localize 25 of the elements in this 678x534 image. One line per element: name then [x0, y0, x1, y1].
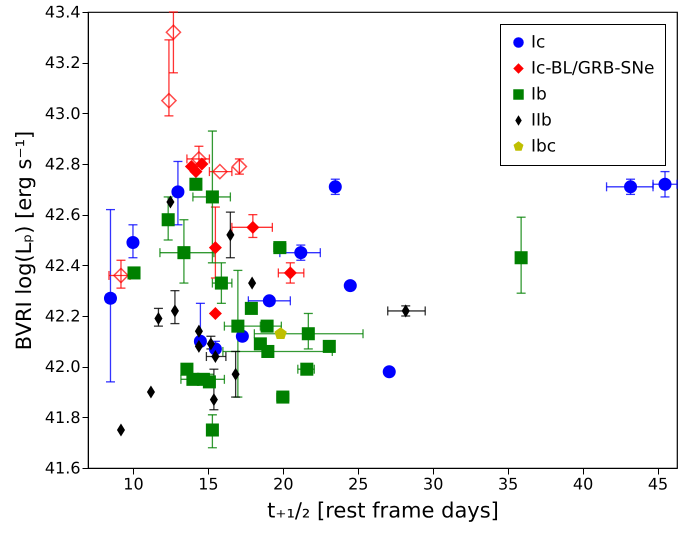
y-tick-label: 42.0: [44, 357, 80, 376]
x-tick-label: 45: [648, 474, 668, 494]
legend-label: Ib: [531, 84, 547, 104]
y-tick-label: 42.6: [44, 205, 80, 224]
legend-label: Ic-BL/GRB-SNe: [531, 58, 654, 78]
x-axis-title: t₊₁/₂ [rest frame days]: [267, 498, 499, 522]
x-tick-label: 35: [498, 474, 518, 494]
y-tick-label: 41.6: [44, 458, 80, 478]
y-tick-label: 42.8: [44, 154, 80, 174]
x-tick-label: 30: [423, 474, 444, 494]
y-tick-label: 43.2: [44, 53, 80, 72]
y-tick-label: 41.8: [44, 408, 80, 427]
legend-label: Ic: [531, 32, 546, 52]
y-tick-label: 43.4: [44, 2, 80, 22]
x-tick-label: 10: [123, 474, 144, 494]
y-axis-title: BVRI log(Lₚ) [erg s⁻¹]: [12, 130, 36, 350]
x-tick-label: 15: [198, 474, 219, 494]
y-tick-label: 43.0: [44, 104, 80, 123]
legend-label: Ibc: [531, 136, 556, 156]
x-tick-label: 20: [273, 474, 294, 494]
y-tick-label: 42.4: [44, 256, 80, 275]
legend-label: IIb: [531, 110, 552, 130]
x-tick-label: 40: [572, 474, 594, 494]
y-tick-label: 42.2: [44, 306, 80, 326]
x-tick-label: 25: [348, 474, 368, 494]
